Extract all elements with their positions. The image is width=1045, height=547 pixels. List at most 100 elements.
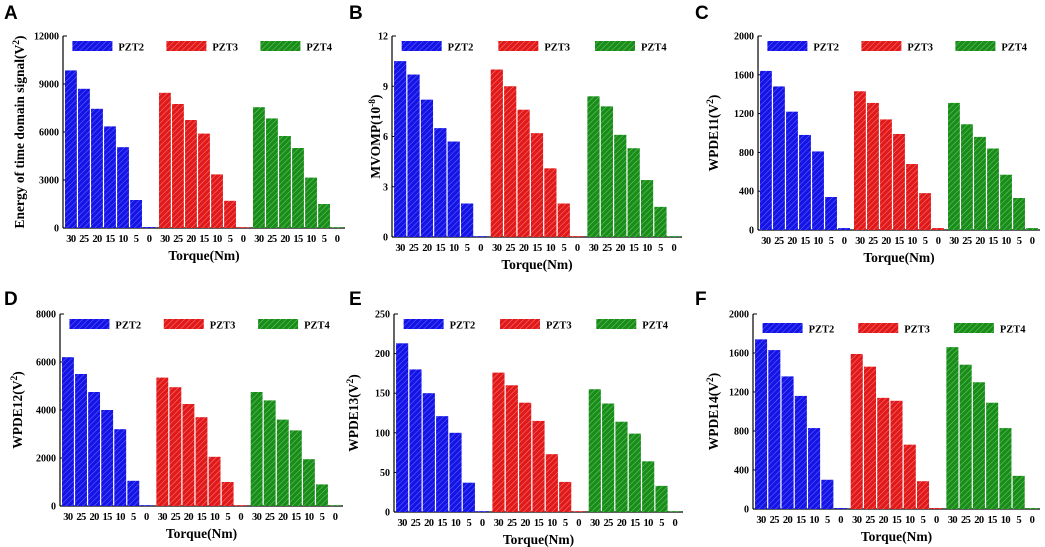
bar-pzt2-20 bbox=[781, 376, 794, 509]
x-category-label: 25 bbox=[961, 515, 971, 526]
x-category-label: 5 bbox=[134, 234, 139, 245]
bar-pzt4-15 bbox=[628, 433, 641, 512]
bar-pzt3-20 bbox=[185, 120, 197, 228]
x-axis-title: Torque(Nm) bbox=[166, 526, 237, 541]
x-category-label: 20 bbox=[519, 243, 529, 254]
y-axis-title: MVOMP(10-8) bbox=[368, 94, 383, 178]
bar-pzt2-5 bbox=[130, 200, 142, 228]
bar-pzt3-25 bbox=[172, 104, 184, 228]
x-axis-title: Torque(Nm) bbox=[863, 250, 934, 265]
x-category-label: 5 bbox=[563, 518, 568, 529]
x-category-label: 15 bbox=[892, 515, 902, 526]
x-category-label: 30 bbox=[66, 234, 76, 245]
bar-pzt2-10 bbox=[447, 141, 460, 237]
panel-letter: C bbox=[695, 3, 709, 24]
x-category-label: 20 bbox=[879, 515, 889, 526]
legend-swatch-pzt3 bbox=[861, 41, 902, 51]
legend-swatch-pzt4 bbox=[260, 41, 301, 51]
y-tick-label: 6 bbox=[383, 132, 388, 143]
x-category-label: 5 bbox=[131, 512, 136, 523]
y-tick-label: 9 bbox=[383, 82, 388, 93]
y-tick-label: 800 bbox=[734, 427, 749, 438]
y-axis-title: WPDE14(V2) bbox=[706, 373, 721, 451]
bar-pzt4-30 bbox=[587, 96, 600, 237]
x-category-label: 10 bbox=[449, 243, 459, 254]
y-tick-label: 1600 bbox=[734, 70, 754, 81]
y-tick-label: 0 bbox=[54, 224, 59, 235]
bar-pzt4-20 bbox=[972, 382, 985, 509]
x-category-label: 25 bbox=[602, 243, 612, 254]
bar-pzt3-15 bbox=[532, 420, 545, 512]
bar-pzt2-10 bbox=[449, 432, 462, 512]
bar-pzt4-20 bbox=[276, 419, 289, 506]
legend-label-pzt2: PZT2 bbox=[809, 325, 835, 336]
x-category-label: 10 bbox=[644, 518, 654, 529]
bar-pzt4-10 bbox=[305, 177, 317, 228]
bar-pzt2-0 bbox=[834, 508, 847, 509]
bar-pzt4-20 bbox=[615, 421, 628, 512]
bar-pzt2-15 bbox=[434, 128, 447, 237]
x-category-label: 5 bbox=[658, 243, 663, 254]
x-category-label: 15 bbox=[199, 234, 209, 245]
x-category-label: 10 bbox=[905, 515, 915, 526]
bar-pzt3-0 bbox=[930, 508, 943, 509]
x-category-label: 5 bbox=[1017, 236, 1022, 247]
legend-swatch-pzt2 bbox=[401, 41, 442, 51]
x-category-label: 0 bbox=[673, 518, 678, 529]
y-tick-label: 8000 bbox=[36, 310, 56, 321]
legend-label-pzt3: PZT3 bbox=[907, 43, 933, 54]
x-category-label: 30 bbox=[158, 512, 168, 523]
bar-pzt3-0 bbox=[572, 511, 585, 512]
x-category-label: 25 bbox=[171, 512, 181, 523]
legend-swatch-pzt3 bbox=[166, 41, 207, 51]
x-category-label: 0 bbox=[335, 234, 340, 245]
bar-pzt4-0 bbox=[667, 236, 680, 237]
x-category-label: 25 bbox=[603, 518, 613, 529]
x-category-label: 10 bbox=[809, 515, 819, 526]
bar-pzt2-5 bbox=[462, 482, 475, 512]
y-tick-label: 250 bbox=[375, 310, 390, 321]
x-category-label: 15 bbox=[630, 518, 640, 529]
x-category-label: 15 bbox=[800, 236, 810, 247]
bar-pzt2-20 bbox=[91, 108, 103, 228]
x-category-label: 15 bbox=[988, 236, 998, 247]
bar-pzt4-25 bbox=[961, 124, 973, 230]
bar-pzt2-0 bbox=[140, 505, 153, 506]
bar-pzt2-30 bbox=[755, 339, 768, 509]
legend-label-pzt2: PZT2 bbox=[115, 321, 141, 332]
legend-label-pzt4: PZT4 bbox=[641, 43, 667, 54]
x-category-label: 20 bbox=[184, 512, 194, 523]
x-category-label: 20 bbox=[783, 515, 793, 526]
bar-pzt3-5 bbox=[224, 200, 236, 228]
x-category-label: 30 bbox=[852, 515, 862, 526]
x-category-label: 10 bbox=[212, 234, 222, 245]
y-tick-label: 3 bbox=[383, 182, 388, 193]
legend-label-pzt4: PZT4 bbox=[1000, 325, 1026, 336]
bar-pzt4-5 bbox=[1013, 197, 1025, 230]
y-tick-label: 400 bbox=[734, 466, 749, 477]
x-category-label: 10 bbox=[116, 512, 126, 523]
x-category-label: 20 bbox=[278, 512, 288, 523]
y-axis-title: Energy of time domain signal(V2) bbox=[12, 36, 27, 229]
bar-pzt2-20 bbox=[422, 393, 435, 512]
x-category-label: 15 bbox=[796, 515, 806, 526]
y-tick-label: 50 bbox=[380, 468, 390, 479]
y-tick-label: 100 bbox=[375, 428, 390, 439]
x-category-label: 20 bbox=[616, 243, 626, 254]
legend-swatch-pzt4 bbox=[953, 323, 994, 333]
bar-pzt2-15 bbox=[794, 395, 807, 509]
bar-pzt2-10 bbox=[812, 151, 824, 230]
bar-pzt3-15 bbox=[893, 133, 905, 230]
bar-pzt3-25 bbox=[867, 102, 879, 230]
x-category-label: 10 bbox=[1001, 515, 1011, 526]
x-category-label: 25 bbox=[79, 234, 89, 245]
x-category-label: 25 bbox=[962, 236, 972, 247]
x-category-label: 25 bbox=[506, 243, 516, 254]
bar-pzt4-15 bbox=[986, 402, 999, 509]
bar-pzt3-25 bbox=[504, 86, 517, 237]
legend-label-pzt4: PZT4 bbox=[642, 321, 668, 332]
x-category-label: 15 bbox=[436, 243, 446, 254]
bar-pzt4-15 bbox=[292, 148, 304, 228]
